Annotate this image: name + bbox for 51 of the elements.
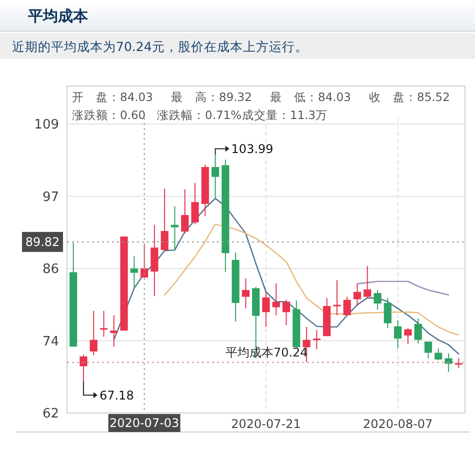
candlestick [414,318,422,344]
candlestick [150,224,158,297]
chart-title: 平均成本 [27,7,89,25]
x-tick-label: 2020-07-21 [231,417,301,432]
text: 涨跌额：0.60 [72,108,146,122]
text: 涨跌幅：0.71% [157,108,242,122]
annotation: 103.99 [231,142,274,156]
candlestick [333,280,341,316]
candlestick [160,188,168,252]
candlestick [394,320,402,349]
text: 成交量：11.3万 [242,108,328,122]
candlestick [262,291,270,328]
text: 最 低：84.03 [270,90,351,104]
chart-subtitle: 近期的平均成本为70.24元，股价在成本上方运行。 [12,39,308,54]
candlestick [353,283,362,307]
candlestick [130,256,138,288]
candlestick [242,278,250,309]
candlestick [282,299,290,326]
candlestick [454,358,462,369]
y-tick-label: 109 [34,118,59,133]
candlestick [312,329,321,350]
candlestick [170,206,179,251]
candlestick [384,298,392,329]
candlestick [404,328,412,345]
y-tick-label: 62 [42,406,59,422]
candlestick [374,290,382,310]
candlestick [272,282,280,316]
x-tick-label: 2020-08-07 [362,417,433,432]
candlestick [424,341,432,359]
text: 最 高：89.32 [171,90,252,104]
candlestick [110,314,118,348]
candlestick [434,348,442,361]
candlestick [444,352,452,372]
y-tick-label: 97 [42,190,59,205]
candlestick [100,310,108,338]
candlestick [211,154,220,199]
x-tick-label: 2020-07-03 [109,416,180,430]
candlestick [191,182,199,225]
line-series [164,224,460,336]
candlestick [80,354,88,382]
ref-line-label: 89.82 [25,235,60,250]
y-tick-label: 86 [42,262,59,278]
y-tick-label: 74 [42,334,59,350]
candlestick [343,296,351,316]
line-series [356,280,450,296]
annotation: 67.18 [99,388,134,402]
candlestick [364,266,372,299]
text: 收 盘：85.52 [369,90,450,104]
text: 开 盘：84.03 [72,90,153,104]
candlestick [90,310,98,356]
candlestick [181,188,189,234]
